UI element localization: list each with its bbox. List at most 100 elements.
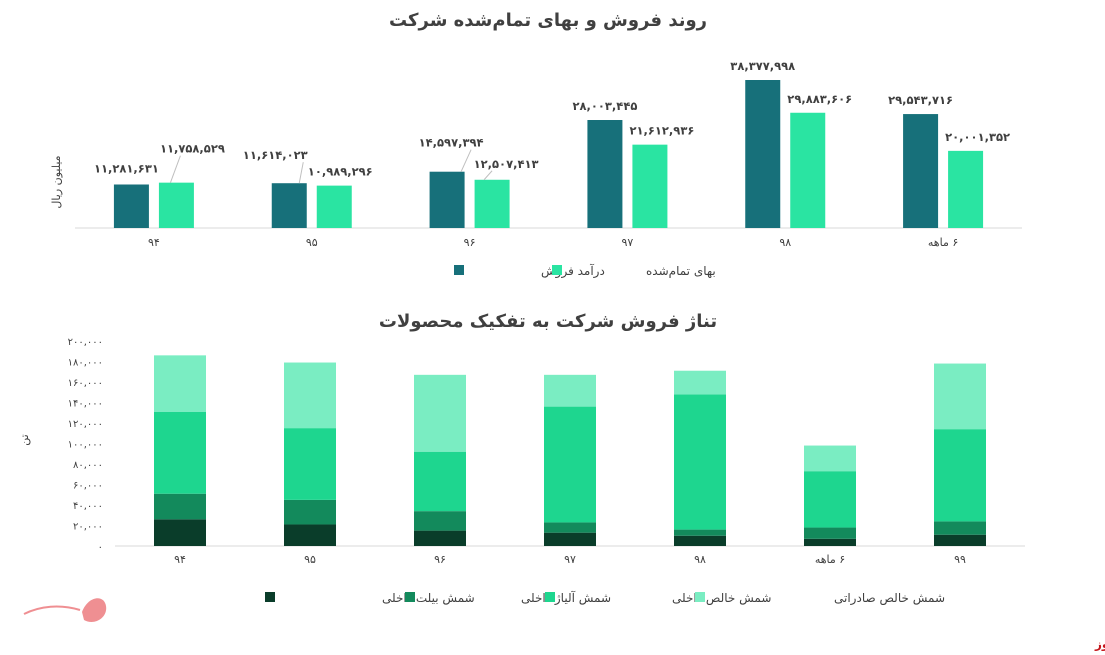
chart-1-legend: درآمد فروش بهای تمام‌شده: [454, 263, 716, 279]
chart-2-bar-segment-0-2: [414, 530, 466, 546]
chart-1-data-label-cost-5: ۲۰,۰۰۱,۳۵۲: [945, 130, 1010, 144]
bourse-news-watermark-logo: [23, 598, 107, 623]
chart-2-x-tick-1: ۹۵: [304, 553, 316, 566]
chart-1-bar-revenue-4: [745, 80, 781, 228]
chart-2-bar-segment-2-2: [414, 451, 466, 512]
chart-2-bar-segment-3-3: [544, 374, 596, 407]
chart-2-bar-segment-0-0: [154, 519, 206, 546]
chart-1-bars: [113, 80, 984, 228]
chart-2-bar-segment-2-1: [284, 428, 336, 500]
chart-1-x-tick-3: ۹۷: [622, 236, 634, 249]
watermark-logo-swoosh: [23, 605, 81, 615]
legend-swatch-cost: [552, 265, 562, 275]
chart-1-title: روند فروش و بهای تمام‌شده شرکت: [389, 10, 707, 31]
chart-1-bar-cost-2: [474, 179, 510, 228]
chart-2-x-tick-6: ۹۹: [954, 553, 966, 566]
chart-1-leader-lines: [169, 149, 493, 184]
chart-2-bar-segment-2-6: [934, 429, 986, 522]
chart-2: تناژ فروش شرکت به تفکیک محصولات تن ۰ ۲۰,۰…: [18, 311, 1025, 606]
legend-label-revenue: درآمد فروش: [541, 263, 605, 279]
chart-1-data-label-revenue-5: ۲۹,۵۴۳,۷۱۶: [888, 93, 953, 107]
chart-1-data-label-cost-0: ۱۱,۷۵۸,۵۲۹: [160, 142, 225, 156]
legend-swatch-alloy: [405, 592, 415, 602]
chart-2-bar-segment-1-4: [674, 529, 726, 536]
chart-2-y-tick-6: ۱۲۰,۰۰۰: [68, 419, 103, 430]
chart-2-y-tick-5: ۱۰۰,۰۰۰: [68, 440, 103, 451]
watermark-logo-shape: [82, 598, 107, 623]
chart-1-y-axis-label: میلیون ریال: [50, 155, 63, 208]
chart-1-data-label-revenue-2: ۱۴,۵۹۷,۳۹۴: [419, 136, 484, 150]
legend-label-pure-domestic: شمش خالص داخلی: [672, 591, 771, 606]
chart-2-bar-segment-1-2: [414, 511, 466, 531]
chart-1-bar-revenue-1: [271, 183, 307, 228]
chart-2-x-tick-2: ۹۶: [434, 553, 446, 566]
chart-2-y-tick-10: ۲۰۰,۰۰۰: [68, 337, 103, 348]
chart-1-data-label-revenue-1: ۱۱,۶۱۴,۰۲۳: [243, 148, 308, 162]
chart-1-bar-revenue-3: [587, 120, 623, 228]
legend-label-alloy: شمش آلیاژ داخلی: [521, 590, 611, 606]
chart-1-x-tick-5: ۶ ماهه: [928, 236, 958, 249]
chart-2-x-ticks: ۹۴ ۹۵ ۹۶ ۹۷ ۹۸ ۶ ماهه ۹۹: [174, 553, 966, 566]
chart-1-data-label-revenue-0: ۱۱,۲۸۱,۶۳۱: [94, 161, 159, 175]
chart-2-bar-segment-3-6: [934, 363, 986, 430]
legend-label-pure-export: شمش خالص صادراتی: [834, 591, 945, 606]
chart-1-x-tick-1: ۹۵: [306, 236, 318, 249]
chart-2-bar-segment-1-1: [284, 499, 336, 525]
chart-1-data-label-revenue-4: ۳۸,۳۷۷,۹۹۸: [730, 59, 795, 73]
chart-2-bar-segment-0-5: [804, 538, 856, 546]
chart-2-y-tick-2: ۴۰,۰۰۰: [73, 501, 103, 512]
legend-label-billet: شمش بیلت داخلی: [382, 591, 475, 606]
chart-1-bar-revenue-0: [113, 184, 149, 228]
chart-2-y-axis-label: تن: [18, 434, 31, 445]
chart-2-legend: شمش بیلت داخلی شمش آلیاژ داخلی شمش خالص …: [265, 590, 945, 606]
chart-2-y-tick-0: ۰: [98, 542, 103, 553]
chart-2-bar-segment-0-3: [544, 532, 596, 546]
chart-2-x-tick-4: ۹۸: [694, 553, 706, 566]
chart-2-bar-segment-3-0: [154, 355, 206, 412]
chart-1-data-label-revenue-3: ۲۸,۰۰۳,۴۴۵: [572, 99, 637, 113]
chart-2-y-tick-1: ۲۰,۰۰۰: [73, 522, 103, 533]
chart-1-bar-cost-5: [948, 150, 984, 228]
chart-2-y-tick-3: ۶۰,۰۰۰: [73, 481, 103, 492]
chart-2-y-tick-9: ۱۸۰,۰۰۰: [68, 358, 103, 369]
watermark-text: بورس نیوز: [1094, 637, 1105, 652]
chart-2-bar-segment-2-4: [674, 394, 726, 530]
chart-1-bar-cost-3: [632, 144, 668, 228]
chart-1-leader-revenue-1: [298, 162, 304, 184]
chart-2-bar-segment-2-0: [154, 411, 206, 494]
chart-2-bar-segment-0-1: [284, 524, 336, 546]
chart-2-y-tick-8: ۱۶۰,۰۰۰: [68, 378, 103, 389]
chart-2-bar-segment-0-6: [934, 534, 986, 546]
chart-1-bar-cost-4: [790, 112, 826, 228]
chart-1-bar-cost-1: [316, 185, 352, 228]
chart-1-x-tick-0: ۹۴: [148, 236, 160, 249]
chart-2-x-tick-0: ۹۴: [174, 553, 186, 566]
chart-2-y-tick-4: ۸۰,۰۰۰: [73, 460, 103, 471]
chart-2-bar-segment-1-6: [934, 521, 986, 535]
chart-2-bar-segment-0-4: [674, 535, 726, 546]
chart-2-bar-segment-1-3: [544, 522, 596, 533]
chart-1: روند فروش و بهای تمام‌شده شرکت میلیون ری…: [50, 10, 1022, 279]
chart-1-data-label-cost-2: ۱۲,۵۰۷,۴۱۳: [474, 157, 539, 171]
legend-swatch-billet: [265, 592, 275, 602]
legend-swatch-pure-export: [695, 592, 705, 602]
chart-2-bar-segment-3-4: [674, 370, 726, 395]
chart-2-bar-segment-2-5: [804, 471, 856, 528]
chart-2-bar-segment-3-2: [414, 374, 466, 452]
chart-2-x-tick-5: ۶ ماهه: [815, 553, 845, 566]
chart-2-title: تناژ فروش شرکت به تفکیک محصولات: [379, 311, 717, 332]
chart-2-y-ticks: ۰ ۲۰,۰۰۰ ۴۰,۰۰۰ ۶۰,۰۰۰ ۸۰,۰۰۰ ۱۰۰,۰۰۰ ۱۲۰,۰۰۰ ۱…: [68, 337, 103, 553]
chart-1-x-tick-2: ۹۶: [464, 236, 476, 249]
legend-swatch-revenue: [454, 265, 464, 275]
chart-2-bar-segment-3-1: [284, 362, 336, 429]
chart-1-data-label-cost-1: ۱۰,۹۸۹,۲۹۶: [308, 165, 373, 179]
chart-2-x-tick-3: ۹۷: [564, 553, 576, 566]
chart-2-bar-segment-2-3: [544, 406, 596, 523]
chart-1-data-label-cost-3: ۲۱,۶۱۲,۹۳۶: [629, 124, 694, 138]
chart-1-leader-cost-2: [483, 170, 493, 181]
chart-2-bar-segment-1-5: [804, 527, 856, 539]
chart-1-bar-revenue-5: [903, 114, 939, 228]
chart-1-x-ticks: ۹۴ ۹۵ ۹۶ ۹۷ ۹۸ ۶ ماهه: [148, 236, 958, 249]
chart-2-bar-segment-3-5: [804, 445, 856, 472]
